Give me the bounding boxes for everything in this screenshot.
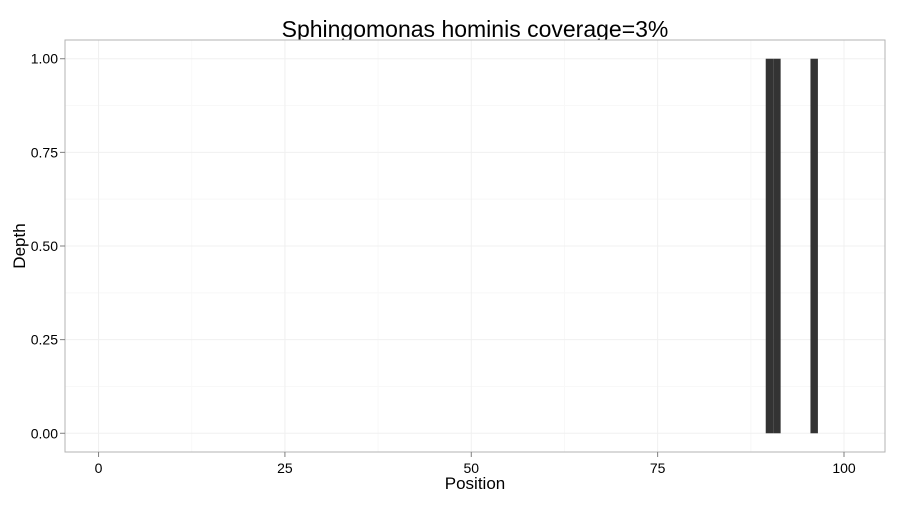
y-tick-label: 1.00 — [31, 51, 58, 67]
y-tick-label: 0.50 — [31, 238, 58, 254]
x-axis-title: Position — [445, 474, 505, 493]
x-tick-label: 25 — [277, 460, 293, 476]
bar — [810, 58, 818, 434]
y-axis: 0.00 0.25 0.50 0.75 1.00 — [31, 51, 65, 441]
x-tick-label: 75 — [650, 460, 666, 476]
bar — [765, 58, 774, 434]
bar — [773, 58, 781, 434]
bars — [765, 58, 818, 434]
x-axis: 0 25 50 75 100 — [95, 452, 856, 476]
y-tick-label: 0.25 — [31, 332, 58, 348]
x-tick-label: 50 — [463, 460, 479, 476]
x-tick-label: 0 — [95, 460, 103, 476]
x-tick-label: 100 — [832, 460, 856, 476]
y-tick-label: 0.75 — [31, 144, 58, 160]
y-axis-title: Depth — [10, 223, 29, 268]
grid-lines — [65, 40, 885, 452]
y-tick-label: 0.00 — [31, 425, 58, 441]
chart-title: Sphingomonas hominis coverage=3% — [282, 16, 669, 42]
